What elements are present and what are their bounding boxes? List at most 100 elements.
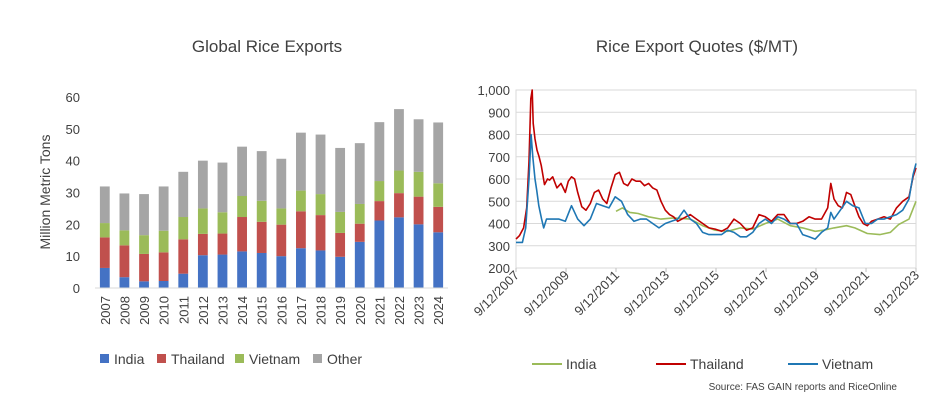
bar-other-2010	[158, 186, 169, 231]
bar-other-2022	[394, 109, 404, 171]
legend-label-india: India	[114, 351, 145, 367]
right-y-tick-label: 800	[488, 128, 510, 143]
bar-thailand-2017	[296, 211, 306, 249]
right-y-tick-label: 700	[488, 150, 510, 165]
bar-other-2013	[217, 162, 228, 213]
bar-thailand-2018	[315, 215, 326, 251]
right-gridlines	[516, 89, 916, 269]
left-x-ticks: 2007 2008 2009 2010 2011 2012 2013 2014 2015 2016…	[98, 296, 446, 325]
bar-vietnam-2014	[237, 196, 247, 218]
line-vietnam	[516, 133, 917, 244]
bar-india-2014	[237, 251, 247, 288]
bar-vietnam-2008	[119, 230, 130, 246]
bar-india-2021	[374, 220, 385, 288]
bar-india-2011	[178, 273, 189, 288]
right-x-tick-label: 9/12/2015	[671, 268, 723, 320]
left-x-tick-label: 2018	[314, 296, 329, 325]
bar-india-2009	[139, 281, 149, 288]
bar-thailand-2009	[139, 253, 149, 282]
bar-other-2020	[354, 143, 365, 204]
left-y-tick-label: 40	[66, 154, 80, 169]
left-x-tick-label: 2007	[98, 296, 113, 325]
right-x-tick-label: 9/12/2023	[871, 268, 923, 320]
right-y-tick-label: 1,000	[477, 83, 510, 98]
bar-india-2007	[99, 267, 110, 288]
legend-swatch-other	[313, 354, 322, 363]
bar-thailand-2008	[119, 245, 130, 278]
left-x-tick-label: 2008	[117, 296, 132, 325]
bar-other-2015	[256, 151, 267, 201]
left-y-tick-label: 20	[66, 217, 80, 232]
left-y-ticks: 0 10 20 30 40 50 60	[66, 90, 80, 296]
bar-vietnam-2015	[256, 200, 267, 222]
bar-vietnam-2012	[197, 208, 208, 234]
bar-vietnam-2013	[217, 212, 228, 234]
bar-india-2010	[158, 280, 169, 288]
bar-vietnam-2021	[374, 181, 385, 202]
left-x-tick-label: 2020	[353, 296, 368, 325]
bar-thailand-2016	[276, 224, 287, 257]
bar-other-2009	[139, 194, 149, 236]
bar-vietnam-2017	[296, 190, 306, 212]
left-legend: India Thailand Vietnam Other	[100, 351, 362, 367]
bar-thailand-2014	[237, 217, 247, 252]
left-x-tick-label: 2015	[255, 296, 270, 325]
bar-thailand-2011	[178, 239, 189, 274]
bar-other-2021	[374, 122, 385, 182]
left-x-tick-label: 2022	[392, 296, 407, 325]
right-x-tick-label: 9/12/2009	[521, 268, 573, 320]
bar-other-2019	[335, 147, 346, 212]
bar-other-2007	[99, 186, 110, 224]
right-chart: Rice Export Quotes ($/MT) 200 300 400 500 60…	[471, 37, 923, 393]
bar-other-2014	[237, 146, 247, 197]
bar-vietnam-2018	[315, 194, 326, 216]
left-y-axis-label: Million Metric Tons	[37, 135, 53, 250]
bar-vietnam-2016	[276, 208, 287, 225]
bar-other-2012	[197, 160, 208, 209]
bar-india-2012	[197, 255, 208, 288]
right-y-tick-label: 200	[488, 261, 510, 276]
right-x-tick-label: 9/12/2017	[721, 268, 773, 320]
bar-other-2016	[276, 158, 287, 209]
legend-text-india: India	[566, 356, 597, 372]
bar-thailand-2020	[354, 223, 365, 242]
right-chart-title: Rice Export Quotes ($/MT)	[596, 37, 798, 56]
right-x-tick-label: 9/12/2021	[821, 268, 873, 320]
left-x-tick-label: 2019	[333, 296, 348, 325]
left-y-tick-label: 0	[73, 281, 80, 296]
left-x-tick-label: 2009	[137, 296, 152, 325]
bar-thailand-2007	[99, 237, 110, 268]
bar-vietnam-2010	[158, 230, 169, 253]
bar-thailand-2021	[374, 201, 385, 221]
bar-india-2022	[394, 217, 404, 288]
right-y-tick-label: 300	[488, 239, 510, 254]
left-y-tick-label: 10	[66, 249, 80, 264]
bar-vietnam-2024	[433, 183, 444, 207]
left-x-tick-label: 2017	[294, 296, 309, 325]
bar-other-2023	[413, 119, 424, 172]
left-x-tick-label: 2014	[235, 296, 250, 325]
bar-vietnam-2007	[99, 223, 110, 238]
legend-label-other: Other	[327, 351, 362, 367]
bar-india-2019	[335, 256, 346, 288]
left-x-tick-label: 2016	[274, 296, 289, 325]
left-y-tick-label: 50	[66, 122, 80, 137]
legend-label-thailand: Thailand	[171, 351, 225, 367]
bar-thailand-2015	[256, 221, 267, 253]
bar-other-2017	[296, 132, 306, 191]
bar-vietnam-2022	[394, 170, 404, 194]
bar-other-2018	[315, 134, 326, 195]
bar-thailand-2010	[158, 252, 169, 281]
bar-other-2024	[433, 122, 444, 184]
bar-india-2015	[256, 252, 267, 288]
left-x-tick-label: 2023	[412, 296, 427, 325]
right-y-ticks: 200 300 400 500 600 700 800 900 1,000	[477, 83, 510, 276]
legend-swatch-india	[100, 354, 109, 363]
bar-vietnam-2020	[354, 203, 365, 224]
bar-vietnam-2009	[139, 235, 149, 254]
bar-thailand-2013	[217, 233, 228, 255]
bar-thailand-2024	[433, 206, 444, 233]
left-chart-title: Global Rice Exports	[192, 37, 342, 56]
